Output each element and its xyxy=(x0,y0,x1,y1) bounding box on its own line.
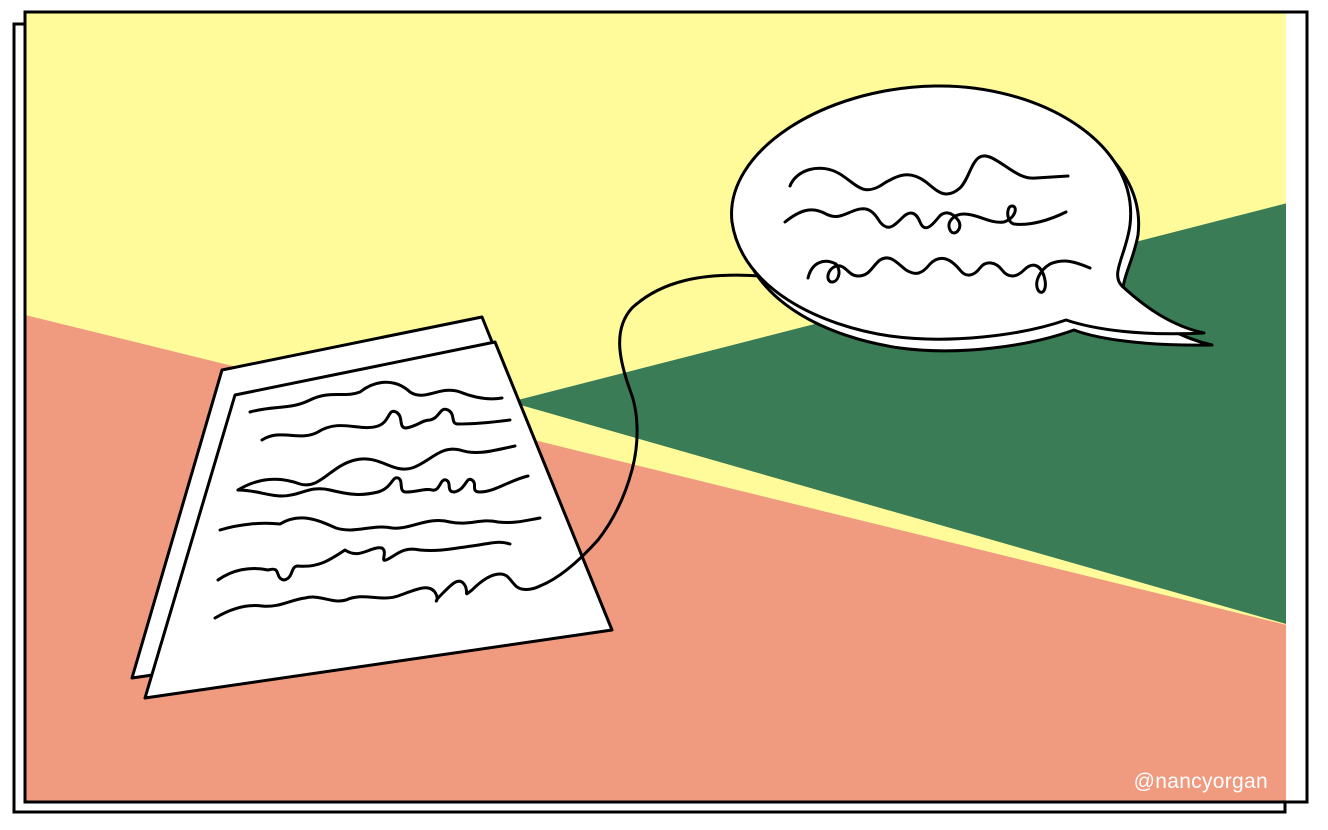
bubble-scribble-2 xyxy=(783,204,1068,235)
scribbled-text-lines xyxy=(213,380,542,620)
bubble-scribble-1 xyxy=(788,154,1070,196)
scribble-line-5 xyxy=(218,516,542,532)
speech-bubble xyxy=(730,84,1214,353)
scribble-line-2 xyxy=(260,407,512,442)
scribble-line-6 xyxy=(216,540,512,582)
bubble-scribbles xyxy=(783,154,1092,294)
paper-front xyxy=(143,340,614,700)
scribble-line-3 xyxy=(236,444,517,492)
speech-bubble-body xyxy=(730,84,1206,341)
scribble-line-7 xyxy=(213,572,542,620)
bubble-scribble-3 xyxy=(806,256,1092,294)
paper-sheet xyxy=(130,315,614,700)
scribble-line-1 xyxy=(248,380,504,414)
front-frame xyxy=(23,10,1309,804)
artist-signature: @nancyorgan xyxy=(1133,770,1268,793)
scribble-line-4 xyxy=(236,474,530,498)
connecting-line xyxy=(538,270,822,588)
